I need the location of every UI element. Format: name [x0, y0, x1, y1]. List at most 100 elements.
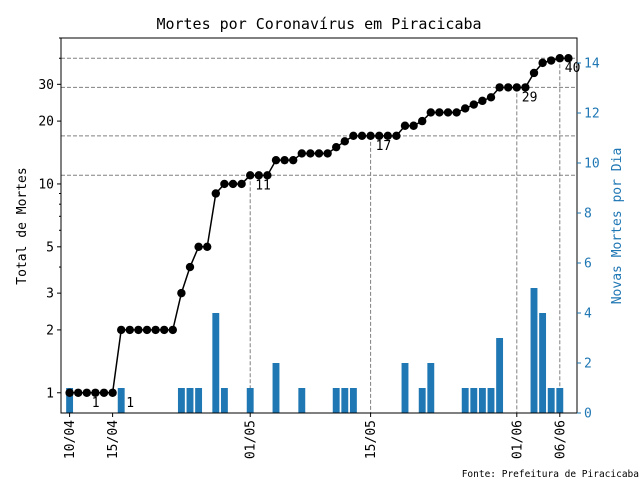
total-point	[443, 108, 453, 117]
source-note: Fonte: Prefeitura de Piracicaba	[462, 469, 639, 480]
total-point	[478, 96, 487, 106]
total-point	[99, 388, 109, 397]
daily-bar	[496, 338, 504, 413]
total-point	[435, 108, 444, 117]
total-point	[246, 171, 255, 180]
plot-frame	[60, 37, 578, 414]
total-point	[426, 108, 435, 117]
total-point	[211, 189, 220, 198]
annotation-label: 11	[255, 178, 271, 193]
total-deaths-points	[65, 54, 573, 397]
annotation-label: 1	[92, 396, 100, 411]
daily-bar	[427, 363, 435, 413]
daily-bar	[478, 388, 486, 413]
total-point	[185, 262, 195, 272]
total-point	[160, 325, 169, 335]
right-tick-label: 6	[584, 257, 592, 272]
right-tick-label: 14	[584, 57, 600, 72]
total-point	[512, 83, 521, 92]
daily-bar	[272, 363, 280, 413]
left-axis-label: Total de Mortes	[15, 167, 30, 284]
total-point	[392, 131, 401, 141]
reference-lines	[61, 57, 577, 413]
total-point	[142, 325, 152, 335]
total-point	[555, 54, 564, 63]
total-point	[151, 325, 160, 335]
x-tick-label: 10/04	[63, 420, 78, 459]
daily-deaths-bars	[66, 288, 564, 413]
total-point	[357, 131, 367, 141]
total-point	[409, 121, 418, 130]
total-point	[504, 83, 513, 92]
daily-bar	[220, 388, 228, 413]
left-tick-label: 5	[46, 240, 54, 255]
total-point	[74, 388, 83, 397]
total-point	[383, 131, 392, 141]
total-point	[91, 388, 100, 397]
daily-bar	[547, 388, 555, 413]
total-point	[461, 104, 470, 113]
right-tick-label: 10	[584, 157, 600, 172]
daily-bar	[418, 388, 426, 413]
daily-bar	[349, 388, 357, 413]
total-point	[529, 68, 539, 78]
daily-bar	[539, 313, 547, 413]
left-tick-label: 3	[46, 287, 54, 302]
right-tick-label: 0	[584, 407, 592, 422]
x-tick-label: 15/05	[364, 420, 379, 459]
total-point	[340, 137, 349, 146]
x-tick-label: 06/06	[553, 420, 568, 459]
daily-bar	[212, 313, 220, 413]
chart-title: Mortes por Coronavírus em Piracicaba	[156, 15, 481, 33]
x-tick-label: 15/04	[106, 420, 121, 459]
x-tick-label: 01/05	[244, 420, 259, 459]
total-point	[297, 149, 306, 158]
right-y-axis: 0 2 4 6 8 10 12 14	[577, 57, 600, 422]
total-point	[306, 149, 315, 158]
total-point	[289, 155, 298, 165]
annotation-label: 17	[376, 139, 392, 154]
daily-bar	[332, 388, 340, 413]
daily-bar	[341, 388, 349, 413]
total-point	[125, 325, 134, 335]
total-point	[108, 388, 117, 397]
total-point	[168, 325, 177, 335]
daily-bar	[177, 388, 185, 413]
daily-bar	[530, 288, 538, 413]
daily-bar	[66, 388, 74, 413]
total-point	[418, 116, 427, 126]
daily-bar	[470, 388, 478, 413]
left-tick-label: 2	[46, 323, 54, 338]
total-point	[177, 288, 186, 298]
left-tick-label: 30	[38, 78, 54, 93]
daily-bar	[298, 388, 306, 413]
total-point	[237, 179, 246, 189]
annotation-label: 1	[126, 396, 134, 411]
total-point	[469, 100, 478, 109]
total-point	[194, 242, 203, 252]
daily-bar	[487, 388, 495, 413]
total-deaths-line	[69, 57, 569, 394]
right-tick-label: 2	[584, 357, 592, 372]
total-point	[323, 149, 332, 158]
left-tick-label: 1	[46, 386, 54, 401]
left-tick-label: 20	[38, 115, 54, 130]
total-point	[134, 325, 143, 335]
total-deaths-polyline	[69, 57, 569, 394]
daily-bar	[117, 388, 125, 413]
total-point	[564, 54, 573, 63]
total-point	[375, 131, 384, 141]
total-point	[314, 149, 324, 158]
daily-bar	[186, 388, 194, 413]
total-point	[495, 83, 504, 92]
daily-bar	[461, 388, 469, 413]
total-point	[400, 121, 410, 130]
total-point	[538, 58, 547, 68]
total-point	[203, 242, 212, 252]
total-point	[228, 179, 238, 189]
right-tick-label: 8	[584, 207, 592, 222]
right-tick-label: 12	[584, 107, 600, 122]
total-point	[220, 179, 229, 189]
